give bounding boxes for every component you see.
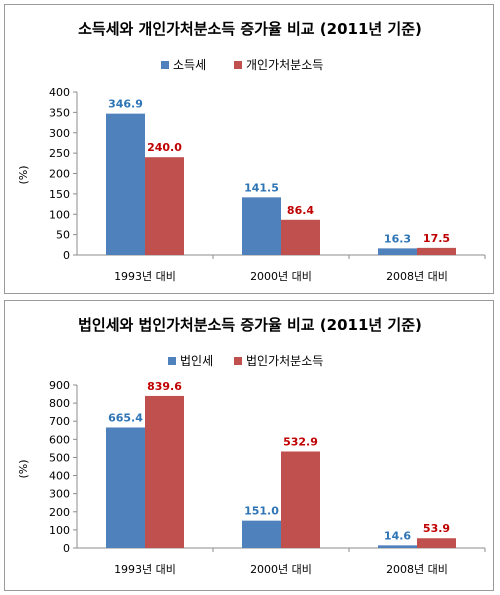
bar: [106, 427, 145, 548]
bar: [281, 219, 320, 255]
legend-label-series-2: 법인가처분소득: [246, 354, 323, 368]
data-label: 839.6: [147, 380, 182, 393]
data-label: 17.5: [423, 232, 450, 245]
data-label: 151.0: [244, 505, 279, 518]
y-tick-label: 0: [63, 249, 70, 262]
bar: [145, 157, 184, 255]
y-tick-label: 700: [49, 415, 70, 428]
chart-panel-income-tax: 소득세와 개인가처분소득 증가율 비교 (2011년 기준) 소득세 개인가처분…: [4, 4, 494, 294]
y-tick-label: 600: [49, 433, 70, 446]
chart-title: 법인세와 법인가처분소득 증가율 비교 (2011년 기준): [78, 316, 422, 334]
y-tick-label: 500: [49, 451, 70, 464]
data-label: 665.4: [108, 411, 143, 424]
y-tick-label: 300: [49, 127, 70, 140]
plot-area: 0 100 200 300 400 500 600 700 800 900 1993년 대비 665.…: [49, 379, 486, 576]
chart-title: 소득세와 개인가처분소득 증가율 비교 (2011년 기준): [78, 20, 422, 38]
legend-swatch-series-1: [161, 61, 169, 69]
y-tick-label: 250: [49, 147, 70, 160]
bar: [106, 113, 145, 256]
data-label: 86.4: [287, 204, 314, 217]
bar: [417, 247, 456, 255]
y-tick-label: 100: [49, 208, 70, 221]
chart-income-tax: 소득세와 개인가처분소득 증가율 비교 (2011년 기준) 소득세 개인가처분…: [17, 20, 486, 283]
chart-corporate-tax: 법인세와 법인가처분소득 증가율 비교 (2011년 기준) 법인세 법인가처분…: [17, 316, 486, 576]
x-category-label: 2008년 대비: [386, 563, 448, 576]
legend-label-series-1: 법인세: [180, 354, 213, 368]
bar: [242, 197, 281, 255]
data-label: 16.3: [384, 232, 411, 245]
y-tick-label: 0: [63, 542, 70, 555]
x-category-label: 2008년 대비: [386, 270, 448, 283]
data-label: 14.6: [384, 529, 411, 542]
y-tick-label: 150: [49, 188, 70, 201]
x-category-label: 2000년 대비: [250, 563, 312, 576]
y-tick-label: 200: [49, 506, 70, 519]
x-category-label: 1993년 대비: [114, 270, 176, 283]
chart-panel-corporate-tax: 법인세와 법인가처분소득 증가율 비교 (2011년 기준) 법인세 법인가처분…: [4, 300, 494, 591]
legend-swatch-series-2: [234, 61, 242, 69]
legend-swatch-series-1: [168, 357, 176, 365]
y-tick-label: 400: [49, 470, 70, 483]
y-tick-label: 800: [49, 397, 70, 410]
bar: [417, 538, 456, 548]
y-tick-label: 400: [49, 86, 70, 99]
data-label: 141.5: [244, 181, 279, 194]
x-category-label: 2000년 대비: [250, 270, 312, 283]
legend: 소득세 개인가처분소득: [161, 58, 323, 72]
bar: [145, 395, 184, 548]
x-category-label: 1993년 대비: [114, 563, 176, 576]
data-label: 346.9: [108, 98, 143, 111]
y-tick-label: 300: [49, 488, 70, 501]
bar: [378, 545, 417, 548]
y-tick-label: 900: [49, 379, 70, 392]
y-tick-label: 100: [49, 524, 70, 537]
y-axis-label: (%): [17, 165, 30, 184]
y-tick-label: 200: [49, 168, 70, 181]
plot-area: 0 50 100 150 200 250 300 350 400 1993년 대비 346.9 240…: [49, 86, 486, 283]
legend-label-series-1: 소득세: [173, 58, 206, 72]
data-label: 53.9: [423, 522, 450, 535]
data-label: 240.0: [147, 141, 182, 154]
bar: [281, 451, 320, 548]
y-tick-label: 350: [49, 106, 70, 119]
y-tick-label: 50: [56, 229, 70, 242]
legend-label-series-2: 개인가처분소득: [246, 58, 323, 72]
bar: [378, 248, 417, 255]
legend-swatch-series-2: [234, 357, 242, 365]
y-axis-label: (%): [17, 459, 30, 478]
data-label: 532.9: [283, 435, 318, 448]
legend: 법인세 법인가처분소득: [168, 354, 323, 368]
bar: [242, 520, 281, 548]
